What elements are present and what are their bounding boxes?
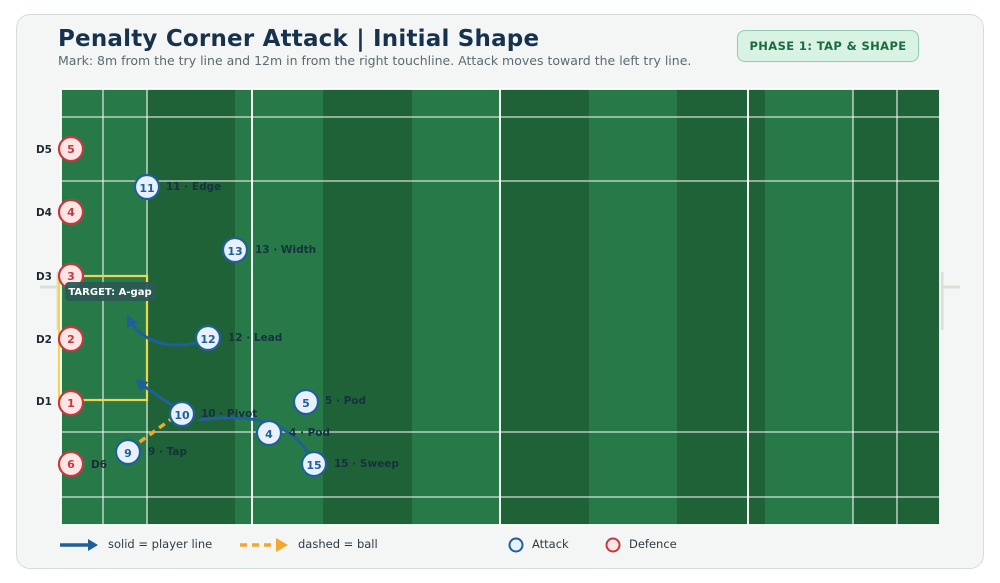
attacker-label: 5 · Pod	[325, 395, 366, 407]
defender-number: 3	[67, 270, 75, 283]
legend-player-line-label: solid = player line	[108, 537, 213, 551]
defender-number: 1	[67, 397, 75, 410]
defender-label: D5	[36, 144, 52, 156]
attacker-10: 10 10 · Pivot	[168, 400, 257, 428]
run-line-12	[126, 314, 208, 347]
target-zone-label-box: TARGET: A-gap	[65, 282, 156, 301]
defender-number: 5	[67, 143, 75, 156]
attacker-label: 11 · Edge	[166, 181, 221, 193]
defender-d1: 1 D1	[36, 389, 85, 417]
defenders: 5 D5 4 D4 3 D3 2 D2 1 D1 6 D6	[36, 135, 107, 478]
defender-label: D6	[91, 459, 107, 471]
defender-label: D4	[36, 207, 52, 219]
defender-label: D1	[36, 396, 52, 408]
attacker-5: 5 5 · Pod	[292, 388, 366, 416]
legend-attack-icon	[508, 537, 524, 553]
attacker-number: 4	[265, 428, 273, 441]
attacker-number: 9	[124, 447, 132, 460]
attacker-label: 4 · Pod	[289, 427, 330, 439]
attacker-9: 9 9 · Tap	[114, 438, 188, 466]
legend-symbols	[60, 537, 621, 553]
attacker-label: 12 · Lead	[228, 332, 282, 344]
attacker-number: 10	[174, 409, 190, 422]
attacker-number: 13	[227, 245, 242, 258]
legend-defence-icon	[605, 537, 621, 553]
page-subtitle: Mark: 8m from the try line and 12m in fr…	[58, 53, 692, 68]
attackers: 11 11 · Edge 13 13 · Width 12 12 · Lead …	[114, 173, 399, 478]
legend-player-arrow-icon	[88, 539, 98, 551]
defender-number: 6	[67, 458, 75, 471]
attacker-number: 11	[139, 182, 154, 195]
page-title: Penalty Corner Attack | Initial Shape	[58, 26, 540, 52]
defender-d4: 4 D4	[36, 198, 85, 226]
defender-label: D3	[36, 271, 52, 283]
defender-d2: 2 D2	[36, 325, 85, 353]
defender-number: 2	[67, 333, 75, 346]
defender-d6: 6 D6	[57, 450, 107, 478]
attacker-12: 12 12 · Lead	[194, 324, 282, 352]
attacker-number: 15	[306, 459, 321, 472]
attacker-label: 10 · Pivot	[201, 408, 257, 420]
attacker-label: 13 · Width	[255, 244, 316, 256]
attacker-15: 15 15 · Sweep	[300, 450, 399, 478]
legend-defence-label: Defence	[629, 537, 677, 551]
defender-d5: 5 D5	[36, 135, 85, 163]
target-zone-label: TARGET: A-gap	[68, 287, 151, 298]
attacker-label: 9 · Tap	[148, 446, 188, 458]
legend-ball-label: dashed = ball	[298, 537, 378, 551]
attacker-4: 4 4 · Pod	[255, 419, 330, 447]
legend-attack-label: Attack	[532, 537, 569, 551]
pitch-lines	[60, 88, 941, 526]
phase-badge: PHASE 1: TAP & SHAPE	[737, 30, 919, 62]
defender-label: D2	[36, 334, 52, 346]
attacker-13: 13 13 · Width	[221, 236, 316, 264]
legend-ball-arrow-icon	[276, 538, 288, 552]
attacker-11: 11 11 · Edge	[133, 173, 221, 201]
attacker-label: 15 · Sweep	[334, 458, 399, 470]
defender-number: 4	[67, 206, 75, 219]
attacker-number: 5	[302, 397, 310, 410]
attacker-number: 12	[200, 333, 215, 346]
